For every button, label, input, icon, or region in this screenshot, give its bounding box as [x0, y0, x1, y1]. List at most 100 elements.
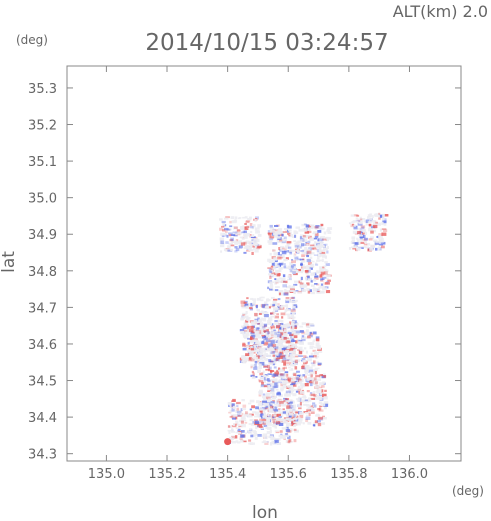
echo-cell [325, 239, 330, 242]
echo-cell [255, 327, 260, 331]
echo-cell [290, 270, 294, 273]
echo-cell [234, 226, 238, 229]
echo-cell [272, 378, 278, 382]
echo-cell [352, 230, 358, 234]
echo-cell [280, 437, 285, 439]
echo-cell [291, 351, 296, 355]
echo-cell [278, 408, 281, 411]
echo-cell [289, 269, 293, 273]
echo-cell [307, 275, 310, 279]
echo-cell [310, 332, 314, 336]
echo-cell [272, 420, 276, 423]
echo-cell [311, 364, 316, 367]
echo-cell [276, 278, 279, 282]
echo-cell [254, 436, 258, 440]
echo-cell [285, 297, 290, 300]
echo-cell [290, 310, 294, 313]
echo-cell [239, 236, 244, 239]
echo-cell [259, 414, 263, 418]
echo-cell [325, 269, 329, 273]
echo-cell [227, 429, 232, 432]
echo-cell [361, 247, 364, 249]
echo-cell [350, 214, 355, 217]
echo-cell [269, 252, 272, 256]
echo-cell [257, 355, 263, 357]
echo-cell [242, 355, 247, 357]
echo-cell [352, 224, 357, 228]
echo-cell [312, 340, 316, 343]
echo-cell [294, 244, 300, 248]
echo-cell [281, 434, 286, 438]
echo-cell [284, 373, 289, 377]
echo-cell [325, 272, 328, 274]
echo-cell [264, 401, 267, 405]
echo-cell [279, 334, 282, 339]
echo-cell [234, 242, 239, 245]
echo-cell [381, 228, 387, 230]
echo-cell [289, 336, 294, 339]
echo-cell [293, 230, 297, 234]
echo-cell [293, 421, 299, 423]
echo-cell [268, 268, 272, 272]
echo-cell [309, 252, 315, 255]
echo-cell [312, 260, 315, 263]
echo-cell [267, 385, 271, 388]
echo-cell [279, 330, 284, 333]
echo-cell [247, 415, 253, 418]
echo-cell [259, 311, 262, 315]
echo-cell [251, 226, 255, 230]
echo-cell [307, 398, 312, 402]
echo-cell [276, 370, 279, 373]
echo-cell [235, 409, 240, 413]
echo-cell [249, 357, 253, 360]
echo-cell [263, 323, 268, 327]
echo-cell [254, 411, 260, 415]
echo-cell [269, 360, 275, 363]
x-tick-label-3: 135.6 [270, 467, 307, 482]
echo-cell [267, 373, 272, 375]
echo-cell [253, 356, 258, 359]
echo-cell [250, 374, 255, 377]
echo-cell [285, 345, 290, 349]
echo-cell [309, 224, 315, 227]
echo-cell [269, 224, 273, 228]
echo-cell [277, 333, 282, 338]
echo-cell [310, 280, 313, 283]
echo-cell [263, 377, 269, 381]
echo-cell [235, 427, 240, 429]
echo-cell [279, 239, 283, 242]
echo-cell [249, 216, 252, 219]
echo-cell [274, 406, 278, 410]
echo-cell [258, 401, 262, 405]
echo-cell [258, 319, 262, 323]
echo-cell [315, 225, 320, 229]
echo-cell [286, 289, 291, 293]
echo-cell [241, 316, 245, 320]
echo-cell [258, 380, 264, 383]
echo-cell [357, 230, 362, 235]
echo-cell [306, 404, 312, 407]
echo-cell [312, 225, 316, 229]
echo-cell [282, 385, 287, 389]
echo-cell [262, 340, 265, 343]
echo-cell [265, 393, 269, 397]
echo-cell [269, 227, 274, 230]
echo-cell [267, 414, 272, 418]
echo-cell [299, 258, 304, 261]
echo-cell [269, 275, 272, 279]
echo-cell [252, 411, 256, 414]
echo-cell [277, 381, 283, 384]
echo-cell [278, 256, 284, 259]
echo-cell [318, 351, 323, 353]
echo-cell [381, 217, 385, 221]
echo-cell [317, 396, 320, 400]
echo-cell [280, 332, 284, 336]
echo-cell [246, 245, 252, 249]
echo-cell [322, 393, 327, 398]
echo-cell [373, 239, 378, 242]
echo-cell [285, 403, 288, 405]
echo-cell [257, 434, 262, 437]
echo-cell [253, 329, 256, 332]
echo-cell [305, 323, 310, 327]
echo-cell [288, 415, 292, 418]
